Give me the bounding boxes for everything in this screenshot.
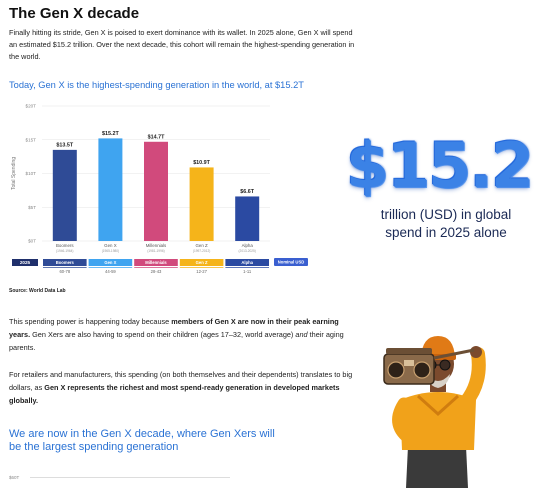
age-range-label: 28-43 (151, 269, 162, 274)
generation-chip-label: Boomers (56, 260, 75, 265)
x-year-range: (1981-1996) (147, 249, 164, 253)
body2-bold: Gen X represents the richest and most sp… (9, 383, 340, 405)
x-category-label: Alpha (242, 243, 254, 248)
x-category-label: Gen X (104, 243, 117, 248)
generation-chip (43, 259, 87, 266)
generation-chip-label: Gen Z (196, 260, 208, 265)
y-tick-label: $20T (26, 104, 37, 109)
generation-chip (225, 259, 269, 266)
bar-value-label: $13.5T (56, 142, 73, 148)
x-year-range: (1946-1964) (56, 249, 73, 253)
age-range-label: 12-27 (196, 269, 207, 274)
bottom-axis-tick: $60T (9, 475, 20, 480)
y-tick-label: $5T (28, 205, 36, 210)
bar (235, 196, 260, 241)
closing-statement: We are now in the Gen X decade, where Ge… (9, 428, 275, 453)
x-year-range: (1965-1980) (102, 249, 119, 253)
bar-value-label: $6.6T (240, 189, 254, 195)
x-category-label: Gen Z (195, 243, 208, 248)
genx-man-boombox-illustration (383, 336, 486, 488)
nominal-usd-badge (274, 258, 308, 266)
age-range-label: 60-78 (59, 269, 70, 274)
generation-chip (134, 259, 178, 266)
y-tick-label: $15T (26, 137, 37, 142)
bottom-axis-line (30, 477, 230, 478)
body-paragraph-2: For retailers and manufacturers, this sp… (9, 368, 359, 407)
big-stat-caption: trillion (USD) in global spend in 2025 a… (380, 207, 512, 240)
x-year-range: (2013-2025) (239, 249, 256, 253)
spending-bar-chart: Total Spending $0T $5T $10T $15T $20T $13.5T B… (11, 104, 308, 274)
body1-bold: members of Gen X are now in their peak e… (9, 317, 339, 339)
x-category-label: Millennials (146, 243, 167, 248)
generation-chip-label: Gen X (104, 260, 116, 265)
x-category-label: Boomers (56, 243, 74, 248)
bar-value-label: $14.7T (148, 134, 165, 140)
bar-value-label: $15.2T (102, 131, 119, 137)
bar (98, 138, 123, 241)
source-note: Source: World Data Lab (9, 288, 66, 294)
generation-chip-label: Alpha (241, 260, 253, 265)
y-tick-label: $0T (28, 239, 36, 244)
generation-chip (88, 259, 133, 266)
chart-subhead: Today, Gen X is the highest-spending gen… (9, 80, 304, 90)
bar-value-label: $10.9T (193, 160, 210, 166)
age-range-label: 44-59 (105, 269, 116, 274)
generation-chip-label: Millennials (145, 260, 167, 265)
body1-italic: and (295, 330, 308, 339)
generation-chip (179, 259, 224, 266)
body1-text: This spending power is happening today b… (9, 317, 172, 326)
page-title: The Gen X decade (9, 5, 140, 22)
intro-paragraph: Finally hitting its stride, Gen X is poi… (9, 28, 355, 61)
bar (52, 149, 77, 241)
body1-text: their aging parents. (9, 330, 344, 352)
body-paragraph-1: This spending power is happening today b… (9, 315, 359, 354)
age-range-label: 1-11 (243, 269, 252, 274)
year-chip (12, 259, 38, 266)
body1-text: Gen Xers are also having to spend on the… (30, 330, 296, 339)
x-year-range: (1997-2012) (193, 249, 210, 253)
body2-text: For retailers and manufacturers, this sp… (9, 370, 353, 392)
year-label: 2025 (20, 260, 31, 265)
nominal-usd-badge-label: Nominal USD (278, 260, 305, 265)
big-stat-number: $15.2 (346, 129, 534, 202)
y-tick-label: $10T (26, 171, 37, 176)
y-axis-label: Total Spending (11, 157, 17, 190)
bar (189, 167, 214, 241)
bar (144, 141, 168, 241)
